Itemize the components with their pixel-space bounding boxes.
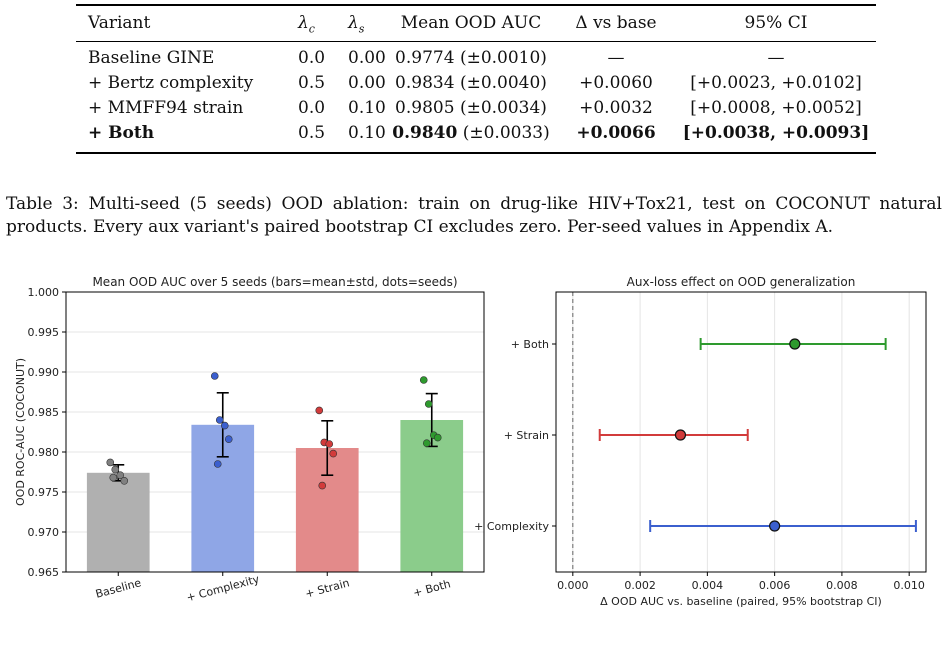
effect-point — [674, 429, 687, 441]
seed-dot — [220, 421, 229, 430]
x-tick-label: 0.006 — [759, 579, 791, 592]
table-bottom-rule — [76, 152, 876, 154]
seed-dot — [215, 416, 224, 424]
seed-dot — [224, 435, 233, 443]
cell-delta: +0.0060 — [579, 73, 653, 93]
header-variant: Variant — [88, 13, 151, 33]
table-header-row: Variant λc λs Mean OOD AUC Δ vs base 95%… — [76, 13, 876, 37]
figure-canvas: 0.965 0.970 0.975 0.980 0.985 0.990 0.995 1.000… — [14, 275, 927, 608]
header-ci: 95% CI — [744, 13, 808, 33]
seed-dot — [318, 481, 327, 490]
x-axis-label: Δ OOD AUC vs. baseline (paired, 95% boot… — [600, 595, 882, 608]
cell-std: (±0.0033) — [462, 123, 550, 143]
table-header-rule — [76, 41, 876, 42]
seed-dot — [433, 433, 442, 442]
effect-point — [789, 338, 801, 350]
y-tick-label: 0.985 — [28, 406, 60, 419]
y-tick-label: 1.000 — [28, 286, 60, 299]
cell-mean: 0.9774 — [395, 48, 455, 68]
header-mean-auc: Mean OOD AUC — [400, 13, 542, 33]
cell-ci: — — [767, 48, 785, 68]
cell-lambda-c: 0.0 — [298, 98, 326, 118]
seed-dot — [419, 376, 428, 384]
plot-frame — [555, 291, 927, 573]
y-tick-label: 0.990 — [28, 366, 60, 379]
cell-std: (±0.0034) — [459, 98, 547, 118]
x-tick-label: 0.008 — [826, 579, 858, 592]
seed-dot — [213, 460, 222, 468]
seed-dot — [329, 449, 338, 458]
y-tick-label: 0.980 — [28, 446, 60, 459]
chart-title: Mean OOD AUC over 5 seeds (bars=mean±std… — [92, 275, 457, 289]
cell-std: (±0.0010) — [459, 48, 547, 68]
cell-mean-auc: 0.9834 (±0.0040) — [392, 73, 550, 93]
y-tick-label: + Both — [511, 338, 549, 351]
table-row: + MMFF94 strain 0.0 0.10 0.9805 (±0.0034… — [76, 98, 876, 122]
cell-lambda-c: 0.5 — [298, 123, 326, 143]
cell-mean-auc: 0.9805 (±0.0034) — [392, 98, 550, 118]
header-delta: Δ vs base — [575, 13, 657, 33]
plot-frame — [65, 291, 485, 573]
table-top-rule — [76, 4, 876, 6]
x-tick-label: 0.002 — [624, 579, 656, 592]
x-tick-label: + Strain — [304, 576, 351, 600]
cell-ci: [+0.0038, +0.0093] — [682, 123, 870, 143]
x-tick-label: + Both — [412, 577, 452, 599]
seed-dot — [109, 473, 118, 482]
cell-mean: 0.9840 — [392, 123, 458, 143]
cell-ci: [+0.0023, +0.0102] — [690, 73, 862, 93]
y-tick-label: 0.995 — [28, 326, 60, 339]
seed-dot — [315, 406, 324, 415]
table-row: + Bertz complexity 0.5 0.00 0.9834 (±0.0… — [76, 73, 876, 97]
seed-dot — [424, 400, 433, 408]
seed-dot — [325, 440, 334, 448]
y-tick-label: + Complexity — [474, 520, 549, 533]
cell-delta: — — [607, 48, 625, 68]
x-tick-label: 0.000 — [557, 579, 589, 592]
cell-lambda-s: 0.00 — [348, 73, 386, 93]
chart-title: Aux-loss effect on OOD generalization — [627, 275, 856, 289]
cell-lambda-c: 0.5 — [298, 73, 326, 93]
seed-dot — [106, 458, 115, 467]
seed-dot — [120, 477, 129, 485]
header-lambda-s: λs — [348, 13, 365, 36]
table-caption: Table 3: Multi-seed (5 seeds) OOD ablati… — [6, 194, 942, 237]
x-tick-label: + Complexity — [185, 572, 261, 604]
cell-variant: + Both — [88, 123, 155, 143]
seed-dot — [111, 465, 120, 474]
x-tick-label: 0.010 — [893, 579, 925, 592]
cell-lambda-c: 0.0 — [298, 48, 326, 68]
seed-dot — [422, 439, 431, 447]
cell-lambda-s: 0.10 — [348, 123, 386, 143]
cell-delta: +0.0066 — [576, 123, 656, 143]
cell-variant: + MMFF94 strain — [88, 98, 244, 118]
y-tick-label: 0.975 — [28, 486, 60, 499]
table-row: Baseline GINE 0.0 0.00 0.9774 (±0.0010) … — [76, 48, 876, 72]
cell-mean: 0.9834 — [395, 73, 455, 93]
y-tick-label: 0.970 — [28, 526, 60, 539]
cell-mean: 0.9805 — [395, 98, 455, 118]
table-row: + Both 0.5 0.10 0.9840 (±0.0033) +0.0066… — [76, 123, 876, 147]
x-tick-label: 0.004 — [692, 579, 724, 592]
cell-lambda-s: 0.00 — [348, 48, 386, 68]
cell-mean-auc: 0.9774 (±0.0010) — [392, 48, 550, 68]
seed-dot — [116, 471, 125, 479]
cell-lambda-s: 0.10 — [348, 98, 386, 118]
cell-variant: Baseline GINE — [88, 48, 215, 68]
y-tick-label: 0.965 — [28, 566, 60, 579]
effect-point — [769, 520, 781, 532]
cell-variant: + Bertz complexity — [88, 73, 254, 93]
x-tick-label: Baseline — [94, 576, 143, 601]
bar — [86, 472, 150, 572]
y-tick-label: + Strain — [504, 429, 549, 442]
partially-visible-figure-caption — [70, 628, 890, 653]
y-axis-label: OOD ROC-AUC (COCONUT) — [14, 358, 27, 506]
seed-dot — [210, 372, 219, 380]
cell-mean-auc: 0.9840 (±0.0033) — [392, 123, 550, 143]
cell-std: (±0.0040) — [459, 73, 547, 93]
cell-delta: +0.0032 — [579, 98, 653, 118]
figure: 0.965 0.970 0.975 0.980 0.985 0.990 0.995 1.000… — [0, 270, 949, 615]
cell-ci: [+0.0008, +0.0052] — [690, 98, 862, 118]
header-lambda-c: λc — [298, 13, 315, 36]
